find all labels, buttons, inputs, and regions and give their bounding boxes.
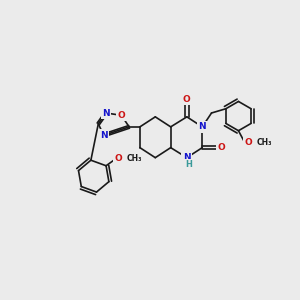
Text: H: H bbox=[185, 160, 192, 169]
Text: O: O bbox=[183, 94, 191, 103]
Text: O: O bbox=[118, 111, 125, 120]
Text: N: N bbox=[100, 131, 107, 140]
Text: CH₃: CH₃ bbox=[127, 154, 142, 163]
Text: O: O bbox=[115, 154, 122, 163]
Text: O: O bbox=[218, 143, 225, 152]
Text: CH₃: CH₃ bbox=[257, 138, 272, 147]
Text: N: N bbox=[198, 122, 206, 131]
Text: N: N bbox=[183, 153, 191, 162]
Text: O: O bbox=[244, 138, 252, 147]
Text: N: N bbox=[102, 109, 110, 118]
